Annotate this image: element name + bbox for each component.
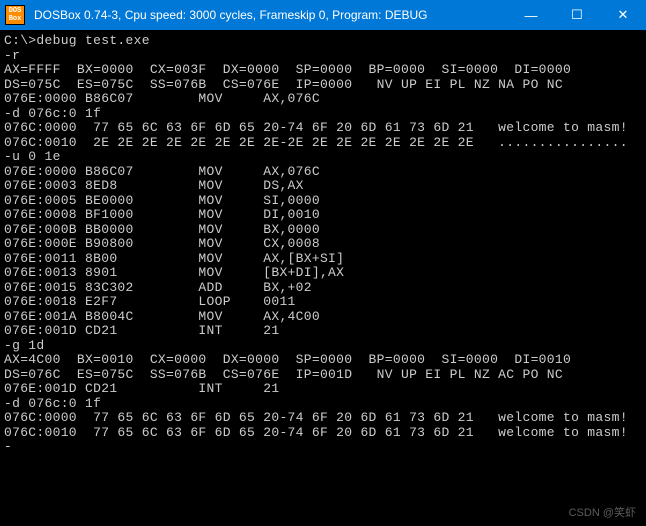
- terminal-line: 076E:001A B8004C MOV AX,4C00: [4, 310, 638, 325]
- terminal-line: -d 076c:0 1f: [4, 107, 638, 122]
- terminal-line: -: [4, 440, 638, 455]
- terminal-line: 076E:0011 8B00 MOV AX,[BX+SI]: [4, 252, 638, 267]
- terminal-line: 076E:0000 B86C07 MOV AX,076C: [4, 92, 638, 107]
- terminal-output[interactable]: C:\>debug test.exe-rAX=FFFF BX=0000 CX=0…: [0, 30, 646, 523]
- terminal-line: 076C:0000 77 65 6C 63 6F 6D 65 20-74 6F …: [4, 411, 638, 426]
- terminal-line: 076E:001D CD21 INT 21: [4, 382, 638, 397]
- dosbox-icon: DOS Box: [5, 5, 25, 25]
- terminal-line: 076E:0008 BF1000 MOV DI,0010: [4, 208, 638, 223]
- terminal-line: 076E:000B BB0000 MOV BX,0000: [4, 223, 638, 238]
- terminal-line: C:\>debug test.exe: [4, 34, 638, 49]
- window-title: DOSBox 0.74-3, Cpu speed: 3000 cycles, F…: [30, 8, 508, 22]
- terminal-line: -g 1d: [4, 339, 638, 354]
- window-controls: — ☐ ✕: [508, 0, 646, 30]
- terminal-line: 076C:0000 77 65 6C 63 6F 6D 65 20-74 6F …: [4, 121, 638, 136]
- terminal-line: 076C:0010 2E 2E 2E 2E 2E 2E 2E 2E-2E 2E …: [4, 136, 638, 151]
- terminal-line: 076C:0010 77 65 6C 63 6F 6D 65 20-74 6F …: [4, 426, 638, 441]
- watermark-text: CSDN @笑虾: [569, 504, 636, 520]
- terminal-line: AX=4C00 BX=0010 CX=0000 DX=0000 SP=0000 …: [4, 353, 638, 368]
- terminal-line: AX=FFFF BX=0000 CX=003F DX=0000 SP=0000 …: [4, 63, 638, 78]
- terminal-line: 076E:0015 83C302 ADD BX,+02: [4, 281, 638, 296]
- terminal-line: -u 0 1e: [4, 150, 638, 165]
- terminal-line: 076E:001D CD21 INT 21: [4, 324, 638, 339]
- terminal-line: DS=075C ES=075C SS=076B CS=076E IP=0000 …: [4, 78, 638, 93]
- app-icon-container: DOS Box: [0, 0, 30, 30]
- terminal-line: DS=076C ES=075C SS=076B CS=076E IP=001D …: [4, 368, 638, 383]
- terminal-line: -r: [4, 49, 638, 64]
- maximize-button[interactable]: ☐: [554, 0, 600, 30]
- terminal-line: 076E:0013 8901 MOV [BX+DI],AX: [4, 266, 638, 281]
- terminal-line: 076E:0005 BE0000 MOV SI,0000: [4, 194, 638, 209]
- terminal-line: 076E:0003 8ED8 MOV DS,AX: [4, 179, 638, 194]
- close-button[interactable]: ✕: [600, 0, 646, 30]
- minimize-button[interactable]: —: [508, 0, 554, 30]
- window-titlebar: DOS Box DOSBox 0.74-3, Cpu speed: 3000 c…: [0, 0, 646, 30]
- terminal-line: 076E:0018 E2F7 LOOP 0011: [4, 295, 638, 310]
- terminal-line: 076E:000E B90800 MOV CX,0008: [4, 237, 638, 252]
- terminal-line: -d 076c:0 1f: [4, 397, 638, 412]
- terminal-line: 076E:0000 B86C07 MOV AX,076C: [4, 165, 638, 180]
